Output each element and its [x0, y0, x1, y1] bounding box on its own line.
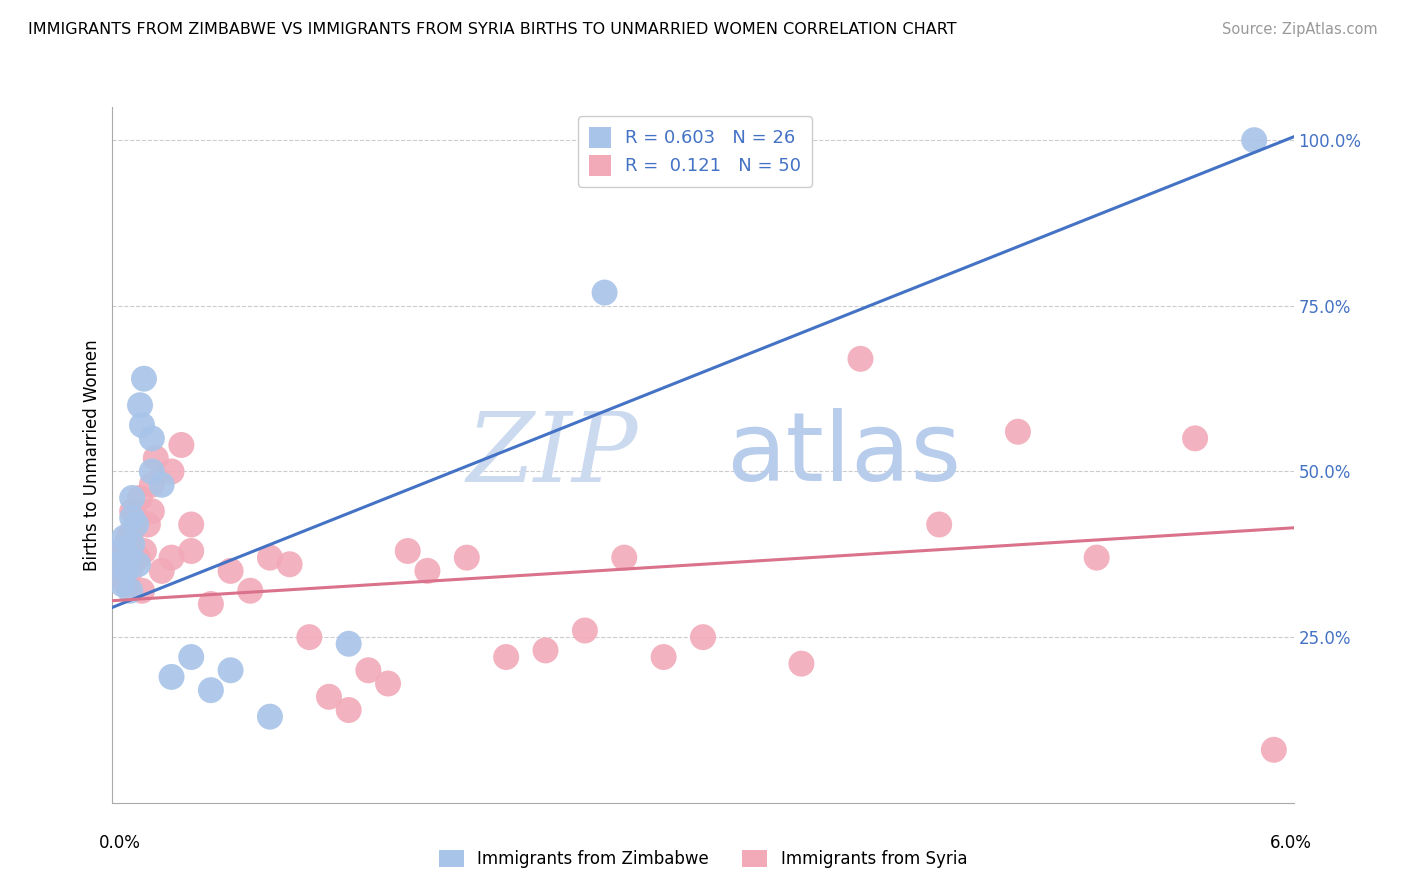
Point — [150, 564, 173, 578]
Point — [574, 624, 596, 638]
Point — [150, 477, 173, 491]
Point — [219, 663, 242, 677]
Text: ZIP: ZIP — [467, 408, 638, 502]
Point — [141, 504, 163, 518]
Point — [180, 650, 202, 665]
Point — [160, 670, 183, 684]
Point — [337, 637, 360, 651]
Point — [141, 477, 163, 491]
Point — [127, 550, 149, 565]
Point — [121, 511, 143, 525]
Point — [131, 583, 153, 598]
Point — [141, 465, 163, 479]
Point — [121, 524, 143, 538]
Point — [117, 531, 139, 545]
Point — [160, 550, 183, 565]
Point — [115, 564, 138, 578]
Point — [298, 630, 321, 644]
Point — [495, 650, 517, 665]
Point — [120, 564, 142, 578]
Text: Source: ZipAtlas.com: Source: ZipAtlas.com — [1222, 22, 1378, 37]
Point — [160, 465, 183, 479]
Point — [129, 398, 152, 412]
Text: atlas: atlas — [727, 409, 962, 501]
Point — [239, 583, 262, 598]
Point — [219, 564, 242, 578]
Point — [692, 630, 714, 644]
Point — [112, 550, 135, 565]
Point — [200, 597, 222, 611]
Legend: R = 0.603   N = 26, R =  0.121   N = 50: R = 0.603 N = 26, R = 0.121 N = 50 — [578, 116, 813, 186]
Point — [1184, 431, 1206, 445]
Point — [110, 570, 132, 584]
Point — [1243, 133, 1265, 147]
Point — [121, 537, 143, 551]
Point — [111, 577, 134, 591]
Point — [613, 550, 636, 565]
Point — [129, 491, 152, 505]
Point — [396, 544, 419, 558]
Point — [120, 583, 142, 598]
Point — [132, 372, 155, 386]
Point — [127, 558, 149, 572]
Point — [121, 504, 143, 518]
Point — [131, 418, 153, 433]
Text: IMMIGRANTS FROM ZIMBABWE VS IMMIGRANTS FROM SYRIA BIRTHS TO UNMARRIED WOMEN CORR: IMMIGRANTS FROM ZIMBABWE VS IMMIGRANTS F… — [28, 22, 956, 37]
Point — [117, 550, 139, 565]
Point — [111, 544, 134, 558]
Y-axis label: Births to Unmarried Women: Births to Unmarried Women — [83, 339, 101, 571]
Point — [136, 517, 159, 532]
Point — [125, 511, 148, 525]
Point — [115, 577, 138, 591]
Point — [1007, 425, 1029, 439]
Point — [534, 643, 557, 657]
Point — [107, 558, 129, 572]
Point — [593, 285, 616, 300]
Point — [1263, 743, 1285, 757]
Point — [849, 351, 872, 366]
Point — [180, 544, 202, 558]
Text: 6.0%: 6.0% — [1270, 834, 1312, 852]
Point — [125, 517, 148, 532]
Point — [652, 650, 675, 665]
Point — [259, 550, 281, 565]
Point — [112, 531, 135, 545]
Point — [107, 558, 129, 572]
Point — [110, 544, 132, 558]
Point — [357, 663, 380, 677]
Point — [790, 657, 813, 671]
Point — [141, 431, 163, 445]
Point — [132, 544, 155, 558]
Text: 0.0%: 0.0% — [98, 834, 141, 852]
Point — [456, 550, 478, 565]
Point — [278, 558, 301, 572]
Point — [145, 451, 167, 466]
Point — [318, 690, 340, 704]
Point — [377, 676, 399, 690]
Point — [170, 438, 193, 452]
Point — [121, 491, 143, 505]
Point — [928, 517, 950, 532]
Point — [180, 517, 202, 532]
Point — [200, 683, 222, 698]
Point — [337, 703, 360, 717]
Point — [416, 564, 439, 578]
Legend: Immigrants from Zimbabwe, Immigrants from Syria: Immigrants from Zimbabwe, Immigrants fro… — [432, 843, 974, 875]
Point — [259, 709, 281, 723]
Point — [1085, 550, 1108, 565]
